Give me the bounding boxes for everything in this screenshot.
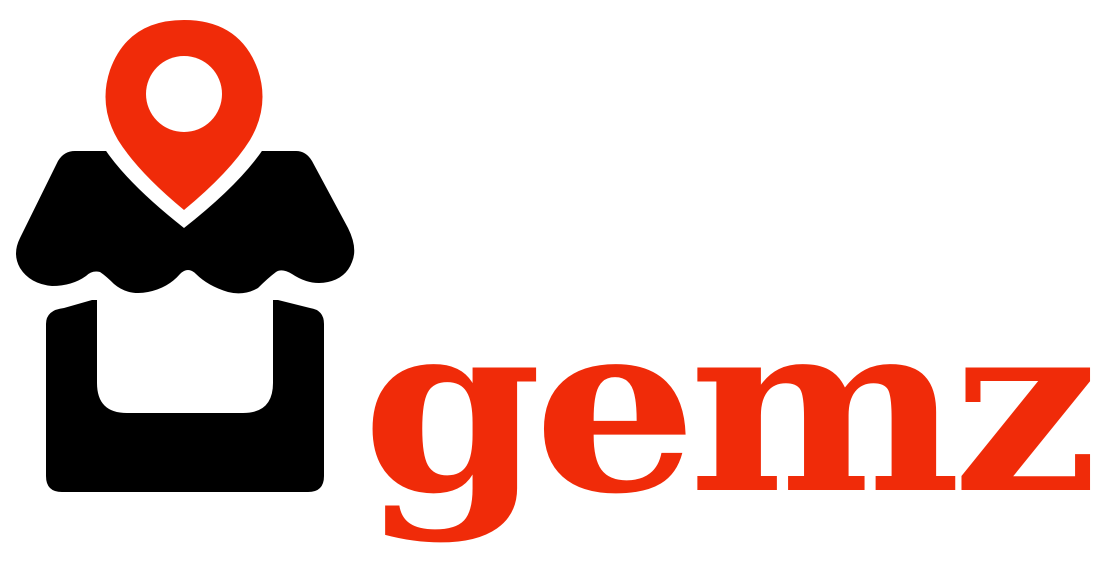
wordmark: gemz bbox=[362, 268, 1091, 546]
store-body bbox=[46, 300, 324, 492]
store-icon bbox=[16, 8, 355, 492]
pin-hole bbox=[146, 56, 222, 132]
